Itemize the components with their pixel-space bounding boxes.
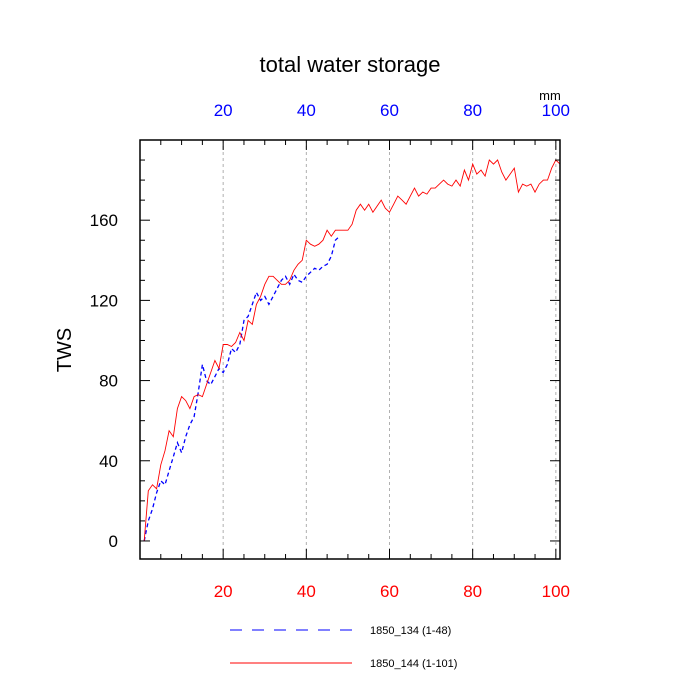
series-line-1 [143,235,341,542]
y-tick-label: 120 [90,291,118,310]
legend-label-2: 1850_144 (1-101) [370,658,457,670]
plot-frame [139,139,561,560]
x-tick-label-bottom: 20 [214,582,233,601]
y-tick-label: 80 [99,372,118,391]
tick-labels: 20 40 60 80 100 20 40 60 80 100 0 40 80 120 160 [90,101,570,601]
x-tick-label-top: 100 [542,101,570,120]
x-tick-label-bottom: 60 [380,582,399,601]
x-tick-label-top: 80 [463,101,482,120]
series-layer [143,159,561,542]
units-label: mm [539,88,561,103]
chart-title: total water storage [260,52,441,77]
x-tick-label-bottom: 100 [542,582,570,601]
grid-lines [222,140,557,559]
x-tick-label-top: 60 [380,101,399,120]
x-tick-label-top: 20 [214,101,233,120]
y-tick-label: 0 [109,532,118,551]
x-tick-label-top: 40 [297,101,316,120]
axis-ticks [140,140,560,559]
x-tick-label-bottom: 40 [297,582,316,601]
legend-label-1: 1850_134 (1-48) [370,625,451,637]
y-tick-label: 160 [90,211,118,230]
x-tick-label-bottom: 80 [463,582,482,601]
series-line-2 [143,159,561,542]
y-axis-label: TWS [54,328,76,372]
legend: 1850_134 (1-48) 1850_144 (1-101) [230,625,457,670]
y-tick-label: 40 [99,452,118,471]
